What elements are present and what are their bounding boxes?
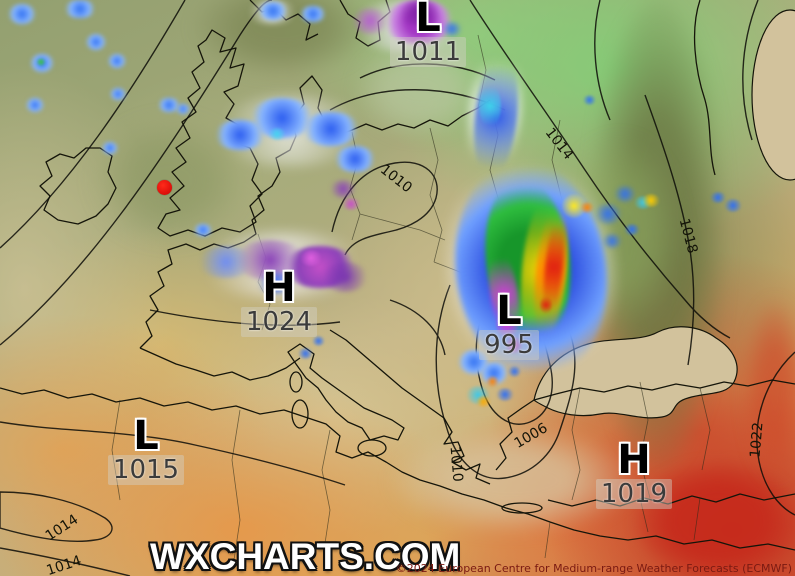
precip-blob (36, 58, 46, 66)
precip-blob (334, 146, 376, 172)
pressure-value: 1011 (389, 37, 467, 67)
precip-blob (496, 312, 518, 338)
precip-blob (300, 250, 322, 266)
precip-blob (86, 34, 106, 50)
precip-blob (302, 112, 360, 146)
precip-blob (496, 388, 514, 401)
precip-blob (158, 98, 180, 112)
precip-blob (312, 336, 325, 346)
precip-blob (330, 180, 356, 198)
precip-blob (256, 272, 296, 294)
precip-blob (268, 128, 286, 140)
pressure-center-low-north-africa: L 1015 (84, 413, 208, 485)
attribution-text: ©2024 European Centre for Medium-range W… (395, 562, 792, 575)
precip-blob (352, 8, 388, 34)
pressure-value: 1019 (595, 479, 673, 509)
pressure-center-low-balkans: L 995 (447, 288, 571, 360)
precip-blob (108, 54, 126, 68)
temp-region-southeast-red (635, 462, 795, 576)
precip-blob (258, 2, 288, 20)
precip-blob (594, 204, 622, 224)
pressure-letter: H (617, 437, 651, 483)
pressure-letter: L (415, 0, 441, 41)
precip-blob (642, 194, 660, 207)
isobar-label: 1010 (446, 445, 466, 483)
precip-blob (724, 199, 742, 212)
watermark: WXCHARTS.COM (150, 536, 461, 576)
isobar-label: 1022 (747, 421, 767, 459)
precip-blob (583, 95, 596, 105)
precip-blob (486, 376, 499, 387)
pressure-value: 995 (479, 330, 539, 360)
pressure-center-high-central-europe: H 1024 (217, 265, 341, 337)
precip-blob (102, 142, 118, 154)
precip-blob (8, 4, 36, 24)
pressure-value: 1024 (240, 307, 318, 337)
precip-blob (479, 84, 501, 128)
precip-blob (442, 22, 462, 36)
caspian-sea-edge (751, 9, 795, 181)
pressure-value: 1015 (107, 455, 185, 485)
precip-blob (176, 104, 190, 114)
precip-blob (614, 186, 636, 202)
precip-blob (710, 192, 726, 203)
precip-blob (508, 366, 521, 377)
precip-blob (476, 396, 491, 407)
precip-blob (300, 6, 326, 22)
precip-blob (110, 88, 126, 100)
pressure-letter: H (262, 265, 296, 311)
precip-blob (506, 336, 522, 354)
pressure-letter: L (496, 288, 522, 334)
precip-blob (398, 0, 442, 26)
precip-blob (602, 234, 622, 248)
precip-blob (624, 224, 640, 235)
location-marker-dot (157, 180, 172, 195)
precip-blob (194, 224, 212, 236)
precip-blob (298, 348, 313, 359)
precip-blob (64, 0, 96, 18)
pressure-center-high-turkey: H 1019 (572, 437, 696, 509)
pressure-letter: L (133, 413, 159, 459)
precip-blob (26, 98, 44, 112)
pressure-center-low-north: L 1011 (366, 0, 490, 67)
precip-blob (342, 198, 360, 210)
precip-blob (580, 202, 594, 213)
temp-region-east-med-tan (392, 428, 632, 533)
temp-region-right-red (745, 300, 795, 480)
precip-blob (540, 296, 552, 314)
precip-blob (322, 262, 368, 292)
